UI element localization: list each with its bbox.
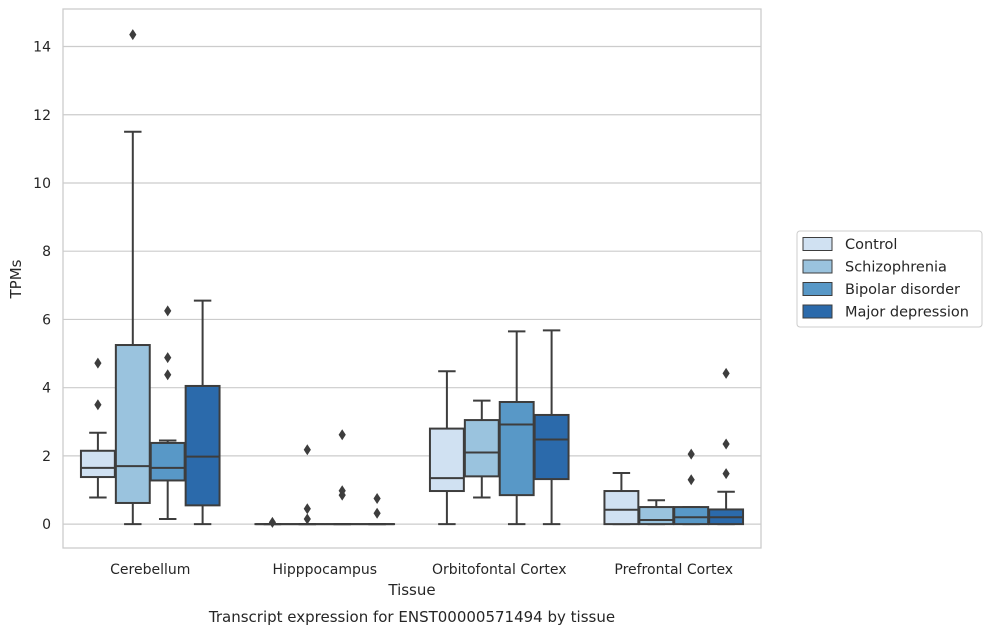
outlier-point bbox=[373, 507, 381, 519]
y-tick-label: 14 bbox=[33, 40, 51, 56]
y-tick-label: 4 bbox=[42, 381, 51, 397]
y-tick-label: 6 bbox=[42, 312, 51, 328]
outlier-point bbox=[722, 367, 730, 379]
outlier-point bbox=[373, 493, 381, 505]
legend-label: Bipolar disorder bbox=[845, 282, 960, 298]
legend-swatch bbox=[802, 282, 833, 296]
box-iqr bbox=[638, 506, 675, 526]
y-axis-label: TPMs bbox=[7, 259, 25, 299]
x-tick-label: Hipppocampus bbox=[272, 562, 377, 578]
outlier-point bbox=[338, 429, 346, 441]
outlier-point bbox=[94, 399, 102, 411]
box-0-2 bbox=[428, 370, 465, 526]
box-iqr bbox=[114, 344, 151, 504]
y-tick-label: 10 bbox=[33, 176, 51, 192]
outlier-point bbox=[687, 448, 695, 460]
box-iqr bbox=[533, 413, 570, 481]
x-tick-label: Prefrontal Cortex bbox=[614, 562, 733, 578]
x-axis-label: Tissue bbox=[387, 581, 435, 599]
box-1-3 bbox=[638, 499, 675, 526]
box-2-3 bbox=[673, 448, 710, 526]
y-tick-label: 12 bbox=[33, 108, 51, 124]
box-2-0 bbox=[149, 305, 186, 521]
box-0-1 bbox=[254, 516, 291, 528]
box-2-1 bbox=[324, 429, 361, 526]
x-tick-label: Cerebellum bbox=[110, 562, 190, 578]
outlier-point bbox=[164, 369, 172, 381]
outlier-point bbox=[687, 474, 695, 486]
outlier-point bbox=[722, 468, 730, 480]
legend: Control Schizophrenia Bipolar disorder Majo… bbox=[796, 230, 983, 328]
legend-swatch bbox=[802, 237, 833, 251]
outlier-point bbox=[722, 438, 730, 450]
y-tick-label: 2 bbox=[42, 449, 51, 465]
box-iqr bbox=[149, 441, 186, 482]
outlier-point bbox=[303, 503, 311, 515]
outlier-point bbox=[338, 485, 346, 497]
legend-frame bbox=[796, 230, 983, 328]
box-3-3 bbox=[708, 367, 745, 526]
box-1-0 bbox=[114, 29, 151, 526]
legend-label: Major depression bbox=[845, 305, 969, 321]
legend-label: Schizophrenia bbox=[845, 260, 947, 276]
y-tick-labels: 0 2 4 6 8 10 12 14 bbox=[33, 40, 51, 534]
box-iqr bbox=[603, 490, 640, 526]
outlier-point bbox=[303, 513, 311, 525]
outlier-point bbox=[164, 352, 172, 364]
box-3-1 bbox=[359, 493, 396, 526]
box-3-0 bbox=[184, 299, 221, 526]
x-tick-labels: Cerebellum Hipppocampus Orbitofontal Corte… bbox=[110, 562, 733, 578]
box-iqr bbox=[184, 384, 221, 507]
y-tick-label: 0 bbox=[42, 517, 51, 533]
box-series bbox=[79, 29, 745, 528]
box-iqr bbox=[463, 419, 500, 478]
outlier-point bbox=[164, 305, 172, 317]
box-0-0 bbox=[79, 357, 116, 499]
chart-title: Transcript expression for ENST0000057149… bbox=[208, 608, 615, 626]
outlier-point bbox=[94, 357, 102, 369]
box-iqr bbox=[498, 400, 535, 497]
box-iqr bbox=[673, 506, 710, 526]
x-tick-label: Orbitofontal Cortex bbox=[432, 562, 567, 578]
box-iqr bbox=[79, 449, 116, 479]
box-1-2 bbox=[463, 399, 500, 499]
y-tick-label: 8 bbox=[42, 244, 51, 260]
box-1-1 bbox=[289, 444, 326, 526]
outlier-point bbox=[303, 444, 311, 456]
outlier-point bbox=[268, 516, 276, 528]
box-iqr bbox=[428, 427, 465, 493]
box-2-2 bbox=[498, 330, 535, 526]
legend-swatch bbox=[802, 304, 833, 319]
outlier-point bbox=[129, 29, 137, 41]
box-3-2 bbox=[533, 329, 570, 526]
legend-swatch bbox=[802, 259, 833, 274]
legend-label: Control bbox=[845, 237, 897, 253]
